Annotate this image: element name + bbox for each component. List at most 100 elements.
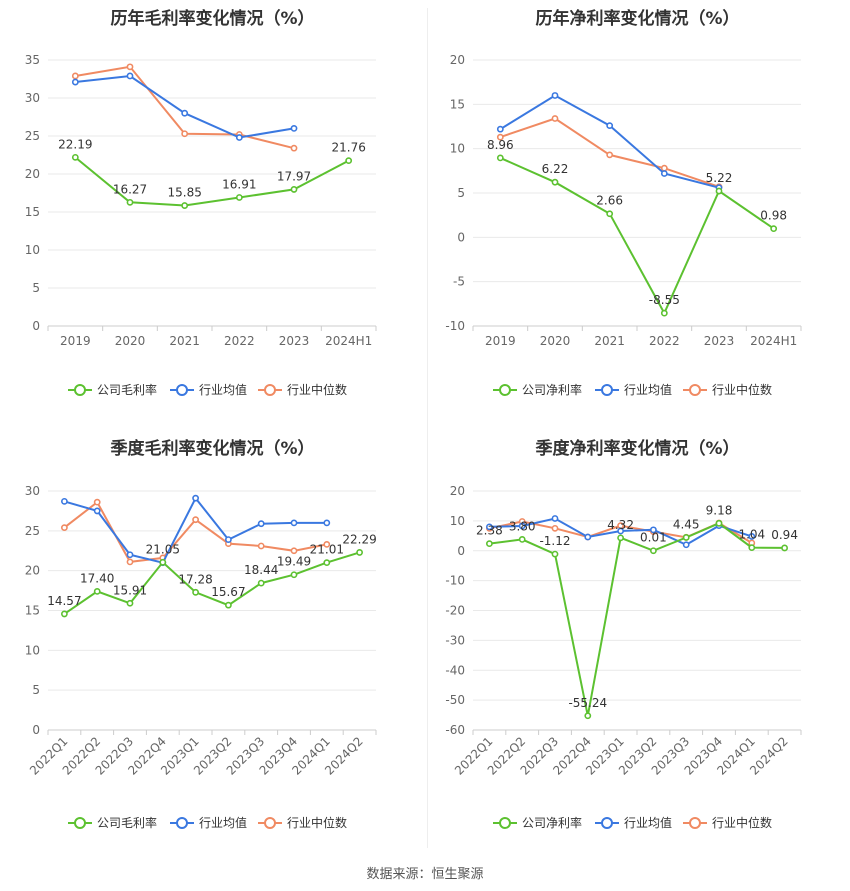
data-point — [126, 63, 134, 71]
y-tick-label: 15 — [450, 97, 465, 111]
y-tick-label: 20 — [450, 484, 465, 498]
data-point — [486, 523, 493, 531]
data-point — [93, 587, 101, 595]
data-point — [192, 516, 199, 524]
x-tick-label: 2019 — [485, 334, 516, 348]
data-label: 2.38 — [476, 524, 503, 538]
data-label: 2.66 — [596, 194, 623, 208]
y-tick-label: -30 — [445, 633, 465, 647]
chart-panel-quarterly-net: 季度净利率变化情况（%） -60 -50 -40 -30 -20 -10 0 10 20 2022… — [425, 430, 850, 860]
data-label: 1.04 — [738, 528, 765, 542]
data-point — [551, 115, 559, 122]
data-point — [660, 309, 668, 317]
data-point — [496, 154, 504, 162]
data-point — [159, 558, 167, 566]
data-point — [518, 522, 526, 530]
data-point — [682, 534, 690, 541]
data-point — [682, 541, 690, 549]
y-tick-label: 15 — [25, 604, 40, 618]
legend-label: 公司净利率 — [522, 382, 582, 397]
data-point — [235, 194, 243, 201]
data-label: 21.05 — [146, 542, 180, 556]
y-tick-label: 35 — [25, 53, 40, 67]
data-point — [126, 198, 134, 206]
data-point — [290, 547, 298, 555]
x-tick-label: 2021 — [594, 334, 625, 348]
legend-marker — [264, 384, 276, 396]
legend-label: 行业均值 — [624, 815, 672, 830]
data-point — [257, 520, 265, 528]
data-label: 5.22 — [706, 171, 733, 185]
data-label: -8.55 — [649, 293, 680, 307]
legend-label: 行业均值 — [199, 382, 247, 397]
legend-marker — [499, 817, 511, 829]
data-label: 16.91 — [222, 177, 256, 191]
data-label: 19.49 — [277, 555, 311, 569]
data-point — [496, 133, 504, 141]
data-point — [770, 225, 778, 233]
data-point — [617, 527, 624, 535]
data-point — [61, 610, 68, 618]
data-label: 17.28 — [178, 572, 212, 586]
panel-divider — [427, 8, 428, 848]
data-point — [649, 526, 657, 534]
data-point — [518, 535, 526, 543]
chart-svg: 0 5 10 15 20 25 30 35 2019 2020 2021 2022 2023 2024H1… — [25, 53, 377, 397]
data-label: 14.57 — [47, 594, 81, 608]
data-point — [606, 151, 614, 159]
data-point — [192, 588, 199, 596]
chart-title: 季度净利率变化情况（%） — [535, 439, 740, 459]
data-label: 15.67 — [211, 585, 245, 599]
legend-label: 公司净利率 — [522, 815, 582, 830]
y-tick-label: 25 — [25, 129, 40, 143]
data-point — [617, 534, 624, 542]
data-point — [660, 170, 668, 177]
chart-title: 季度毛利率变化情况（%） — [110, 439, 315, 459]
y-tick-label: 5 — [457, 186, 465, 200]
y-tick-label: 25 — [25, 524, 40, 538]
legend-label: 行业中位数 — [712, 382, 772, 397]
data-point — [126, 551, 134, 559]
data-point — [224, 536, 232, 543]
series-line — [74, 156, 350, 207]
y-tick-label: 5 — [32, 281, 40, 295]
y-tick-label: 30 — [25, 484, 40, 498]
data-point — [290, 571, 298, 579]
data-point — [551, 178, 559, 186]
legend-marker — [176, 817, 188, 829]
series-line — [499, 94, 720, 189]
data-label: 17.40 — [80, 571, 114, 585]
legend-marker — [74, 384, 86, 396]
y-tick-label: -40 — [445, 663, 465, 677]
data-label: 3.80 — [509, 519, 536, 533]
data-point — [649, 547, 657, 555]
legend-marker — [74, 817, 86, 829]
data-point — [290, 519, 298, 527]
data-label: 22.29 — [342, 532, 376, 546]
data-label: 16.27 — [113, 182, 147, 196]
data-label: 0.94 — [771, 528, 798, 542]
y-tick-label: -10 — [445, 319, 465, 333]
data-point — [126, 558, 134, 566]
data-label: 8.96 — [487, 138, 514, 152]
chart-svg: 0510152025302022Q12022Q22022Q32022Q42023… — [25, 484, 377, 830]
series-line — [75, 74, 295, 139]
data-label: 17.97 — [277, 169, 311, 183]
data-label: 15.91 — [113, 583, 147, 597]
y-tick-label: 0 — [32, 319, 40, 333]
data-point — [606, 210, 614, 218]
chart-title: 历年毛利率变化情况（%） — [110, 9, 315, 29]
data-label: 4.45 — [673, 517, 700, 531]
x-tick-label: 2024H1 — [325, 334, 372, 348]
data-point — [126, 72, 134, 80]
legend-label: 行业中位数 — [712, 815, 772, 830]
y-tick-label: 30 — [25, 91, 40, 105]
y-tick-label: 10 — [450, 142, 465, 156]
series-line — [499, 156, 775, 316]
data-label: 6.22 — [542, 162, 569, 176]
data-point — [181, 130, 189, 138]
series-line — [489, 522, 785, 716]
data-point — [748, 533, 756, 540]
data-label: 9.18 — [706, 503, 733, 517]
chart-svg: -10 -5 0 5 10 15 20 2019 2020 2021 2022 2023 2024H1 8… — [445, 53, 802, 397]
